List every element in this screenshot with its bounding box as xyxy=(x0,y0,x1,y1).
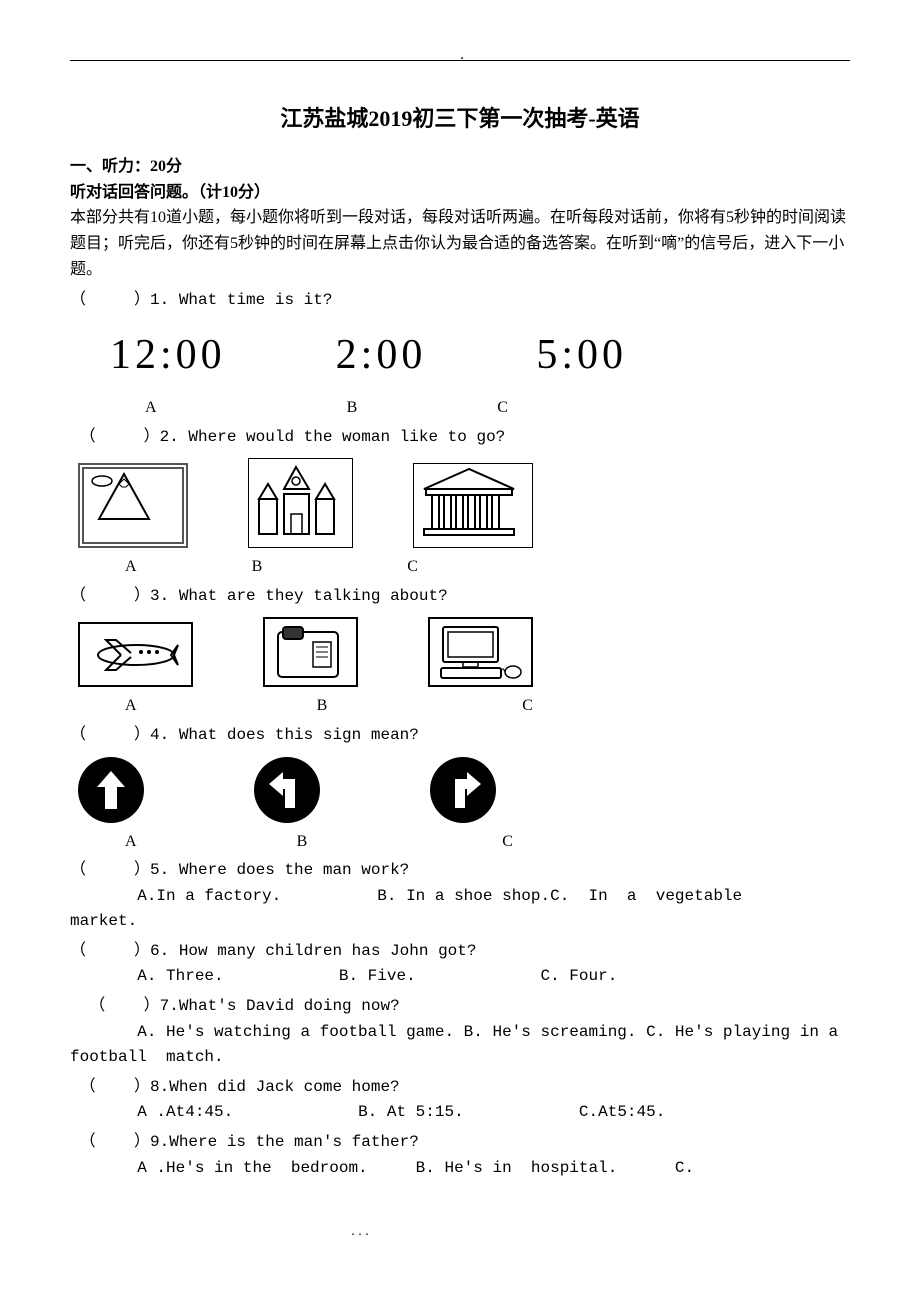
q3-labels: A B C xyxy=(70,693,850,719)
temple-icon xyxy=(413,463,533,548)
header-rule xyxy=(70,60,850,61)
q6-opt-b: B. Five. xyxy=(339,967,416,985)
q1-labels: A B C xyxy=(70,395,850,421)
q5-line: （ ）5. Where does the man work? xyxy=(70,858,850,884)
q1-line: （ ）1. What time is it? xyxy=(70,288,850,314)
q3-label-c: C xyxy=(522,693,533,719)
mountain-icon xyxy=(78,463,188,548)
q1-label-a: A xyxy=(145,395,157,421)
q1-opt-c: 5:00 xyxy=(536,322,627,389)
q3-label-b: B xyxy=(317,693,328,719)
q1-text: What time is it? xyxy=(179,291,333,309)
q6-text: How many children has John got? xyxy=(179,942,477,960)
q4-label-c: C xyxy=(502,829,513,855)
q2-labels: A B C xyxy=(70,554,850,580)
q5-text: Where does the man work? xyxy=(179,861,409,879)
q2-label-a: A xyxy=(125,554,137,580)
q8-text: When did Jack come home? xyxy=(169,1078,399,1096)
footer-dots: . . . xyxy=(0,1221,850,1243)
q7-line: （ ）7.What's David doing now? xyxy=(70,994,850,1020)
page-title: 江苏盐城2019初三下第一次抽考-英语 xyxy=(70,101,850,136)
section-heading: 一、听力：20分 xyxy=(70,154,850,180)
q8-opt-b: B. At 5:15. xyxy=(358,1103,464,1121)
q4-label-b: B xyxy=(297,829,308,855)
q6-opts: A. Three. B. Five. C. Four. xyxy=(70,964,850,990)
q1-opt-a: 12:00 xyxy=(110,322,226,389)
q9-prefix: （ ）9. xyxy=(70,1133,169,1151)
airplane-icon xyxy=(78,622,193,687)
q3-options xyxy=(78,617,850,687)
q4-prefix: （ ）4. xyxy=(70,726,179,744)
arrow-right-turn-icon xyxy=(430,757,496,823)
q4-labels: A B C xyxy=(70,829,850,855)
arrow-left-turn-icon xyxy=(254,757,320,823)
q1-opt-b: 2:00 xyxy=(336,322,427,389)
q6-line: （ ）6. How many children has John got? xyxy=(70,939,850,965)
q5-prefix: （ ）5. xyxy=(70,861,179,879)
q5-opt-a: A.In a factory. xyxy=(137,887,281,905)
q6-prefix: （ ）6. xyxy=(70,942,179,960)
q2-label-c: C xyxy=(407,554,418,580)
q8-opt-a: A .At4:45. xyxy=(137,1103,233,1121)
q3-prefix: （ ）3. xyxy=(70,587,179,605)
q4-options xyxy=(78,757,850,823)
q1-label-c: C xyxy=(497,395,508,421)
q3-line: （ ）3. What are they talking about? xyxy=(70,584,850,610)
q9-opts: A .He's in the bedroom. B. He's in hospi… xyxy=(70,1156,850,1182)
q8-opt-c: C.At5:45. xyxy=(579,1103,665,1121)
q4-line: （ ）4. What does this sign mean? xyxy=(70,723,850,749)
q1-prefix: （ ）1. xyxy=(70,291,179,309)
q7-prefix: （ ）7. xyxy=(70,997,179,1015)
q6-opt-c: C. Four. xyxy=(541,967,618,985)
q5-opts: A.In a factory. B. In a shoe shop.C. In … xyxy=(70,884,850,910)
q7-opts: A. He's watching a football game. B. He'… xyxy=(70,1020,850,1071)
q5-tail: market. xyxy=(70,909,850,935)
q9-text: Where is the man's father? xyxy=(169,1133,419,1151)
q1-label-b: B xyxy=(347,395,358,421)
castle-icon xyxy=(248,458,353,548)
computer-icon xyxy=(428,617,533,687)
instruction-text: 本部分共有10道小题，每小题你将听到一段对话，每段对话听两遍。在听每段对话前，你… xyxy=(70,205,850,282)
q9-line: （ ）9.Where is the man's father? xyxy=(70,1130,850,1156)
q7-text: What's David doing now? xyxy=(179,997,400,1015)
q4-text: What does this sign mean? xyxy=(179,726,419,744)
q3-label-a: A xyxy=(125,693,137,719)
q8-opts: A .At4:45. B. At 5:15. C.At5:45. xyxy=(70,1100,850,1126)
q2-line: （ ）2. Where would the woman like to go? xyxy=(70,425,850,451)
q5-opt-b: B. In a shoe shop.C. In a vegetable xyxy=(377,887,742,905)
section-subheading: 听对话回答问题。（计10分） xyxy=(70,180,850,206)
phone-icon xyxy=(263,617,358,687)
arrow-up-icon xyxy=(78,757,144,823)
q2-options xyxy=(78,458,850,548)
q2-prefix: （ ）2. xyxy=(70,428,188,446)
q2-text: Where would the woman like to go? xyxy=(188,428,505,446)
q8-line: （ ）8.When did Jack come home? xyxy=(70,1075,850,1101)
q4-label-a: A xyxy=(125,829,137,855)
q2-label-b: B xyxy=(252,554,263,580)
q1-options: 12:00 2:00 5:00 xyxy=(110,322,850,389)
q8-prefix: （ ）8. xyxy=(70,1078,169,1096)
q6-opt-a: A. Three. xyxy=(137,967,223,985)
q3-text: What are they talking about? xyxy=(179,587,448,605)
